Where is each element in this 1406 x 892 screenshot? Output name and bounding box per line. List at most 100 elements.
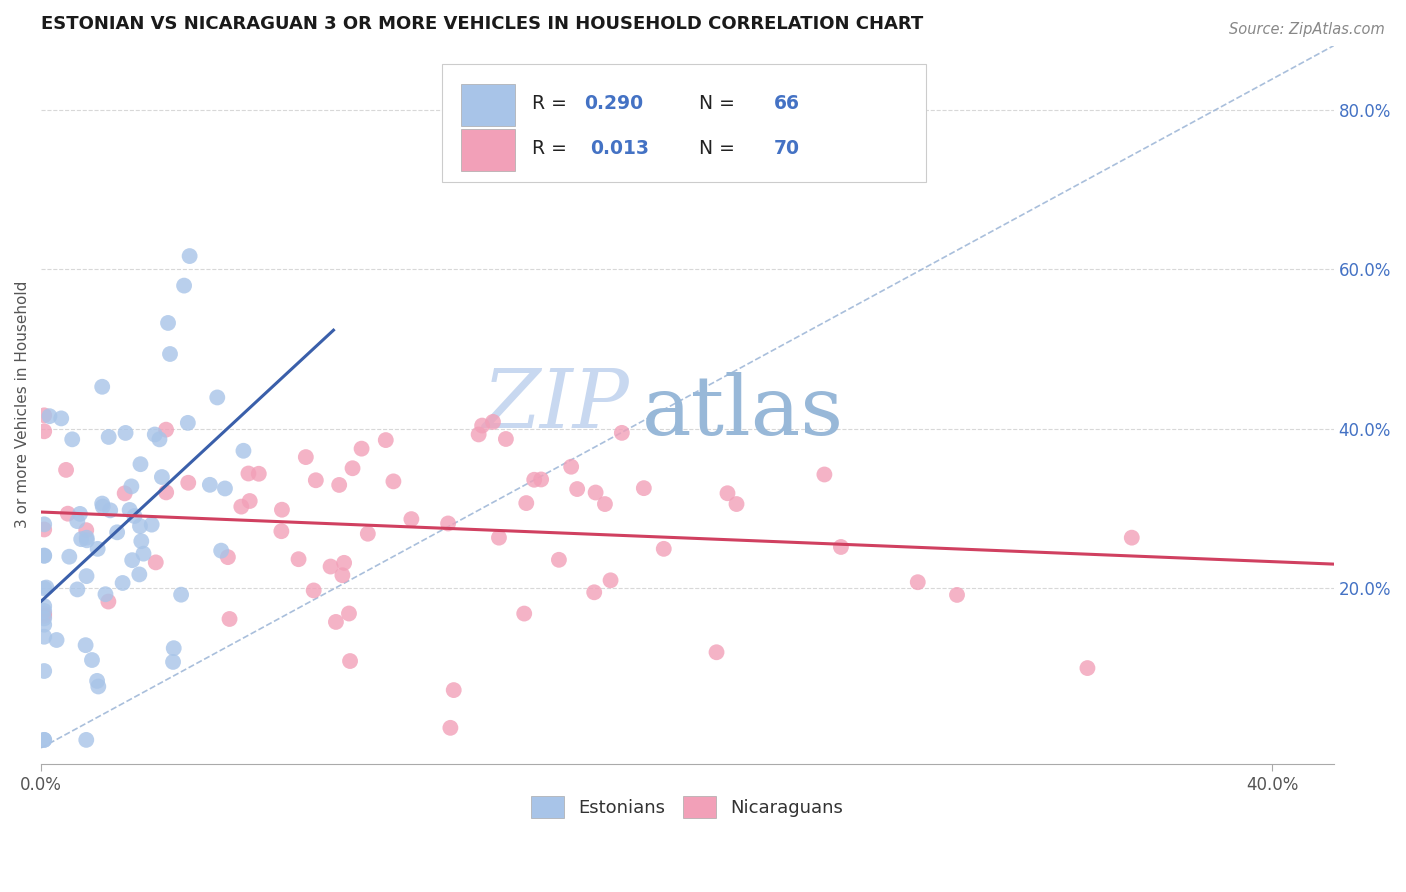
Point: [162, 655, 184, 669]
Point: [32, 664, 55, 678]
Point: [32, 607, 55, 621]
Text: R =: R =: [533, 94, 574, 112]
Point: [114, 425, 136, 440]
Point: [170, 588, 193, 602]
Text: N =: N =: [688, 94, 741, 112]
Point: [159, 347, 181, 361]
Point: [94, 587, 117, 601]
Point: [75, 732, 97, 747]
Point: [333, 556, 356, 570]
Point: [231, 500, 253, 514]
Point: [76, 533, 98, 548]
Point: [120, 479, 142, 493]
Point: [239, 494, 262, 508]
FancyBboxPatch shape: [461, 129, 516, 171]
Y-axis label: 3 or more Vehicles in Household: 3 or more Vehicles in Household: [15, 281, 30, 528]
Point: [32, 608, 55, 623]
Point: [515, 496, 537, 510]
Point: [177, 416, 200, 430]
Point: [488, 531, 510, 545]
Point: [150, 470, 173, 484]
Point: [91, 497, 114, 511]
Text: 66: 66: [773, 94, 800, 112]
Text: ESTONIAN VS NICARAGUAN 3 OR MORE VEHICLES IN HOUSEHOLD CORRELATION CHART: ESTONIAN VS NICARAGUAN 3 OR MORE VEHICLE…: [41, 15, 924, 33]
Point: [128, 567, 150, 582]
Point: [1121, 531, 1143, 545]
Point: [482, 415, 505, 429]
Point: [76, 569, 98, 583]
Point: [131, 534, 153, 549]
Point: [66, 582, 89, 597]
Point: [38, 409, 60, 424]
Point: [55, 463, 77, 477]
Point: [325, 615, 347, 629]
Point: [610, 425, 633, 440]
Point: [148, 433, 170, 447]
Point: [232, 443, 254, 458]
Point: [141, 517, 163, 532]
Point: [548, 553, 571, 567]
Point: [523, 473, 546, 487]
Point: [80, 653, 103, 667]
Point: [437, 516, 460, 531]
Point: [328, 478, 350, 492]
Point: [98, 503, 121, 517]
Point: [530, 473, 553, 487]
Point: [218, 612, 240, 626]
Point: [401, 512, 423, 526]
Point: [58, 549, 80, 564]
Point: [32, 732, 55, 747]
Point: [91, 380, 114, 394]
Point: [830, 540, 852, 554]
Point: [1076, 661, 1098, 675]
Point: [585, 485, 607, 500]
Point: [287, 552, 309, 566]
Point: [132, 547, 155, 561]
Text: N =: N =: [688, 139, 741, 158]
Point: [60, 433, 83, 447]
FancyBboxPatch shape: [461, 84, 516, 126]
Point: [271, 502, 294, 516]
Point: [87, 680, 110, 694]
Point: [86, 673, 108, 688]
Point: [599, 574, 621, 588]
Point: [32, 599, 55, 614]
Point: [382, 475, 405, 489]
Legend: Estonians, Nicaraguans: Estonians, Nicaraguans: [523, 787, 852, 827]
Point: [471, 418, 494, 433]
Point: [86, 541, 108, 556]
Point: [143, 427, 166, 442]
Point: [32, 604, 55, 618]
Point: [238, 467, 260, 481]
Point: [32, 523, 55, 537]
Point: [114, 486, 136, 500]
Point: [350, 442, 373, 456]
Point: [69, 507, 91, 521]
Point: [51, 411, 73, 425]
Text: 0.013: 0.013: [591, 139, 650, 158]
Text: atlas: atlas: [643, 372, 844, 452]
Point: [207, 391, 229, 405]
Point: [56, 507, 79, 521]
Point: [91, 500, 114, 514]
Point: [339, 654, 361, 668]
Point: [374, 433, 396, 447]
Point: [32, 409, 55, 423]
Point: [111, 576, 134, 591]
Point: [247, 467, 270, 481]
Point: [124, 509, 146, 524]
Text: ZIP: ZIP: [482, 365, 630, 445]
Point: [209, 543, 232, 558]
Point: [32, 630, 55, 644]
Point: [593, 497, 616, 511]
Point: [173, 278, 195, 293]
Point: [652, 541, 675, 556]
Point: [105, 525, 128, 540]
Point: [70, 532, 93, 546]
Point: [439, 721, 461, 735]
Text: 70: 70: [773, 139, 800, 158]
Point: [342, 461, 364, 475]
Point: [75, 638, 97, 652]
Point: [443, 683, 465, 698]
Point: [198, 478, 221, 492]
